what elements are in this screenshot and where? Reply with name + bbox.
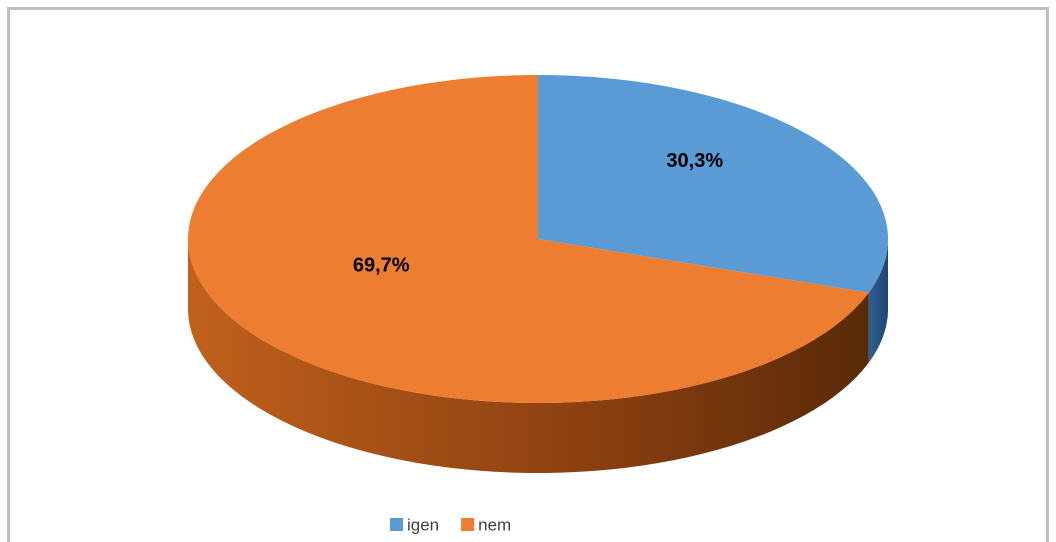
pie-side	[188, 239, 869, 473]
pie-side	[868, 239, 888, 363]
pie-slice	[188, 75, 869, 403]
pie-slice	[538, 75, 888, 293]
legend-swatch	[461, 518, 475, 531]
data-label: 69,7%	[353, 255, 410, 277]
legend-label: nem	[478, 515, 511, 534]
data-label: 30,3%	[666, 150, 723, 172]
legend-label: igen	[407, 515, 439, 534]
chart-frame	[7, 7, 1049, 542]
legend-swatch	[390, 518, 403, 531]
